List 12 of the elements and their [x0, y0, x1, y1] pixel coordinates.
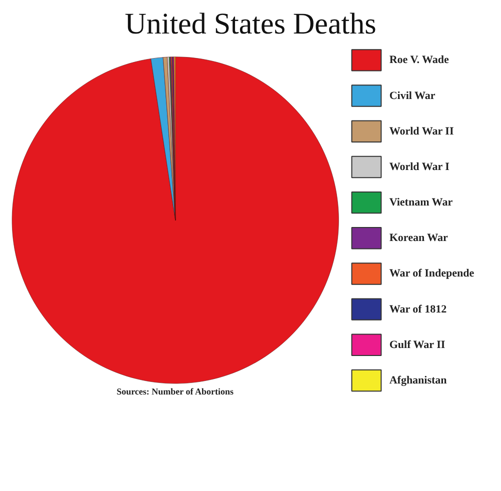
legend-label: World War II: [389, 125, 454, 138]
legend-label: Afghanistan: [389, 374, 447, 386]
legend-label: Civil War: [389, 90, 436, 102]
chart-title: United States Deaths: [124, 8, 376, 40]
legend-label: Roe V. Wade: [389, 54, 450, 66]
legend-label: Korean War: [389, 232, 448, 244]
legend-label: Vietnam War: [389, 196, 453, 209]
legend-label: War of 1812: [389, 303, 448, 316]
source-note: Sources: Number of Abortions: [116, 386, 234, 397]
legend-label: Gulf War II: [389, 338, 446, 351]
legend-label: War of Independe: [389, 268, 474, 280]
legend-label: World War I: [389, 160, 450, 173]
